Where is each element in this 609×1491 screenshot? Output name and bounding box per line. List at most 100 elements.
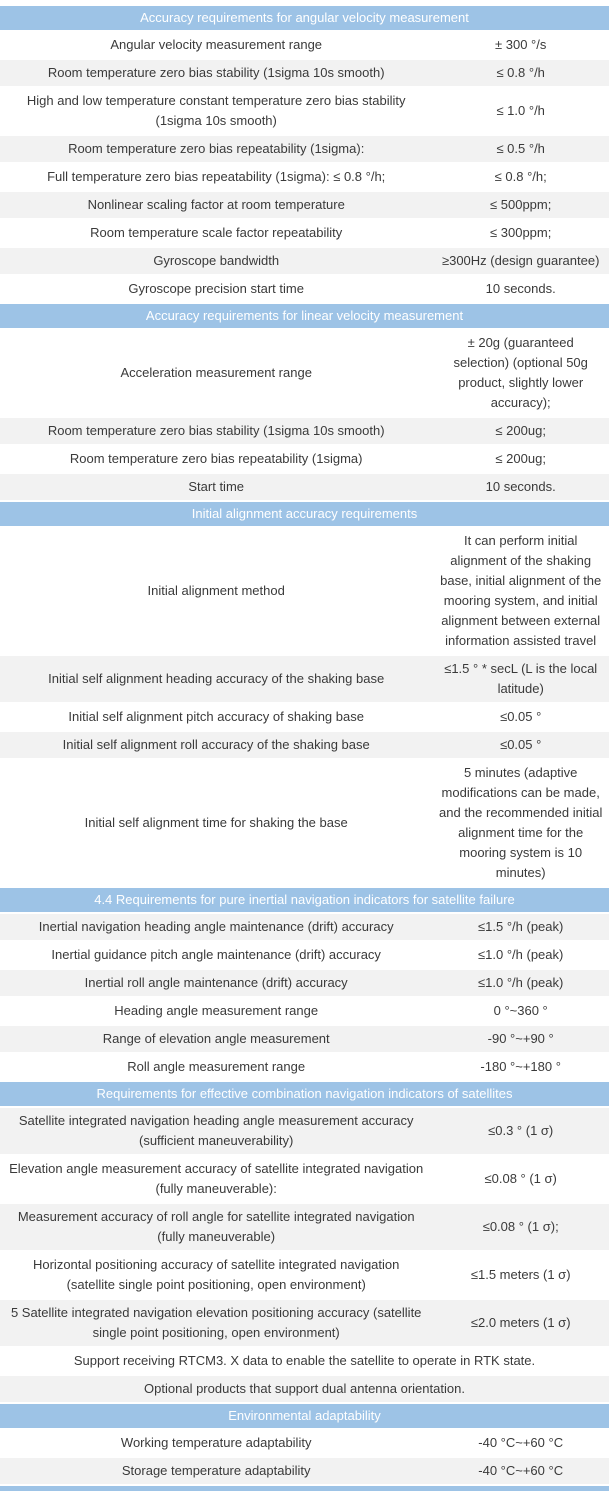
spec-parameter-label: Gyroscope precision start time: [0, 276, 433, 302]
spec-requirement-value: 10 seconds.: [432, 474, 609, 500]
table-row: Initial self alignment time for shaking …: [0, 760, 609, 886]
spec-requirement-value: 10 seconds.: [432, 276, 609, 302]
table-row: Satellite integrated navigation heading …: [0, 1108, 609, 1154]
spec-parameter-label: Angular velocity measurement range: [0, 32, 433, 58]
spec-requirement-value: 5 minutes (adaptive modifications can be…: [432, 760, 609, 886]
spec-parameter-label: 5 Satellite integrated navigation elevat…: [0, 1300, 433, 1346]
spec-parameter-label: Measurement accuracy of roll angle for s…: [0, 1204, 433, 1250]
spec-requirement-value: ≤ 0.8 °/h: [432, 60, 609, 86]
spec-parameter-label: Gyroscope bandwidth: [0, 248, 433, 274]
spec-note: Optional products that support dual ante…: [0, 1376, 609, 1402]
spec-requirement-value: ≥300Hz (design guarantee): [432, 248, 609, 274]
cutoff-section-header-bar: [0, 1486, 609, 1491]
section-header-title: Requirements for effective combination n…: [0, 1082, 609, 1106]
spec-parameter-label: Acceleration measurement range: [0, 330, 433, 416]
section-header-title: 4.4 Requirements for pure inertial navig…: [0, 888, 609, 912]
spec-parameter-label: Room temperature zero bias repeatability…: [0, 446, 433, 472]
spec-requirement-value: 0 °~360 °: [432, 998, 609, 1024]
table-row: Initial self alignment heading accuracy …: [0, 656, 609, 702]
table-row: Acceleration measurement range ± 20g (gua…: [0, 330, 609, 416]
table-row: Room temperature scale factor repeatabil…: [0, 220, 609, 246]
spec-parameter-label: Room temperature zero bias stability (1s…: [0, 60, 433, 86]
spec-parameter-label: Full temperature zero bias repeatability…: [0, 164, 433, 190]
spec-requirement-value: ≤0.08 ° (1 σ);: [432, 1204, 609, 1250]
table-row: Working temperature adaptability -40 °C~+…: [0, 1430, 609, 1456]
spec-parameter-label: Inertial navigation heading angle mainte…: [0, 914, 433, 940]
spec-parameter-label: Initial self alignment pitch accuracy of…: [0, 704, 433, 730]
table-row: Full temperature zero bias repeatability…: [0, 164, 609, 190]
spec-requirement-value: -40 °C~+60 °C: [432, 1458, 609, 1484]
spec-parameter-label: Heading angle measurement range: [0, 998, 433, 1024]
section-header-title: Accuracy requirements for linear velocit…: [0, 304, 609, 328]
table-row: Support receiving RTCM3. X data to enabl…: [0, 1348, 609, 1374]
table-row: Measurement accuracy of roll angle for s…: [0, 1204, 609, 1250]
spec-requirement-value: ≤ 200ug;: [432, 446, 609, 472]
spec-requirement-value: ± 300 °/s: [432, 32, 609, 58]
spec-requirement-value: ≤0.05 °: [432, 732, 609, 758]
section-header-title: Initial alignment accuracy requirements: [0, 502, 609, 526]
section-row-5: Environmental adaptability: [0, 1404, 609, 1428]
spec-parameter-label: Room temperature zero bias stability (1s…: [0, 418, 433, 444]
table-row: Optional products that support dual ante…: [0, 1376, 609, 1402]
spec-note: Support receiving RTCM3. X data to enabl…: [0, 1348, 609, 1374]
spec-requirement-value: ≤ 200ug;: [432, 418, 609, 444]
table-row: Storage temperature adaptability -40 °C~+…: [0, 1458, 609, 1484]
table-row: Angular velocity measurement range ± 300 …: [0, 32, 609, 58]
table-row: Initial alignment method It can perform i…: [0, 528, 609, 654]
spec-parameter-label: Initial self alignment heading accuracy …: [0, 656, 433, 702]
spec-parameter-label: Inertial roll angle maintenance (drift) …: [0, 970, 433, 996]
spec-parameter-label: Room temperature zero bias repeatability…: [0, 136, 433, 162]
spec-requirement-value: ≤ 300ppm;: [432, 220, 609, 246]
spec-parameter-label: Start time: [0, 474, 433, 500]
table-row: 5 Satellite integrated navigation elevat…: [0, 1300, 609, 1346]
section-row-1: Accuracy requirements for linear velocit…: [0, 304, 609, 328]
spec-requirement-value: ± 20g (guaranteed selection) (optional 5…: [432, 330, 609, 416]
spec-requirement-value: ≤ 0.5 °/h: [432, 136, 609, 162]
spec-parameter-label: Room temperature scale factor repeatabil…: [0, 220, 433, 246]
table-row: Heading angle measurement range 0 °~360 °: [0, 998, 609, 1024]
table-row: High and low temperature constant temper…: [0, 88, 609, 134]
spec-parameter-label: Satellite integrated navigation heading …: [0, 1108, 433, 1154]
table-row: Room temperature zero bias stability (1s…: [0, 60, 609, 86]
section-header-title: Environmental adaptability: [0, 1404, 609, 1428]
spec-parameter-label: Range of elevation angle measurement: [0, 1026, 433, 1052]
spec-requirement-value: ≤1.5 meters (1 σ): [432, 1252, 609, 1298]
section-row-2: Initial alignment accuracy requirements: [0, 502, 609, 526]
section-row-4: Requirements for effective combination n…: [0, 1082, 609, 1106]
spec-parameter-label: Initial self alignment roll accuracy of …: [0, 732, 433, 758]
spec-parameter-label: Horizontal positioning accuracy of satel…: [0, 1252, 433, 1298]
spec-parameter-label: Storage temperature adaptability: [0, 1458, 433, 1484]
spec-parameter-label: Initial alignment method: [0, 528, 433, 654]
table-row: Nonlinear scaling factor at room tempera…: [0, 192, 609, 218]
table-row: Range of elevation angle measurement -90 …: [0, 1026, 609, 1052]
spec-requirement-value: It can perform initial alignment of the …: [432, 528, 609, 654]
table-row: Inertial navigation heading angle mainte…: [0, 914, 609, 940]
table-row: Gyroscope bandwidth ≥300Hz (design guaran…: [0, 248, 609, 274]
spec-parameter-label: Initial self alignment time for shaking …: [0, 760, 433, 886]
spec-parameter-label: Elevation angle measurement accuracy of …: [0, 1156, 433, 1202]
table-row: Gyroscope precision start time 10 seconds…: [0, 276, 609, 302]
section-row-0: Accuracy requirements for angular veloci…: [0, 6, 609, 30]
spec-requirement-value: ≤0.3 ° (1 σ): [432, 1108, 609, 1154]
spec-requirement-value: -180 °~+180 °: [432, 1054, 609, 1080]
spec-parameter-label: Working temperature adaptability: [0, 1430, 433, 1456]
table-row: Horizontal positioning accuracy of satel…: [0, 1252, 609, 1298]
spec-parameter-label: Inertial guidance pitch angle maintenanc…: [0, 942, 433, 968]
table-row: Room temperature zero bias stability (1s…: [0, 418, 609, 444]
spec-requirement-value: ≤1.5 ° * secL (L is the local latitude): [432, 656, 609, 702]
spec-parameter-label: Nonlinear scaling factor at room tempera…: [0, 192, 433, 218]
spec-parameter-label: Roll angle measurement range: [0, 1054, 433, 1080]
table-row: Start time 10 seconds.: [0, 474, 609, 500]
section-row-3: 4.4 Requirements for pure inertial navig…: [0, 888, 609, 912]
spec-requirement-value: ≤1.5 °/h (peak): [432, 914, 609, 940]
spec-requirement-value: -40 °C~+60 °C: [432, 1430, 609, 1456]
spec-requirement-value: ≤1.0 °/h (peak): [432, 970, 609, 996]
spec-parameter-label: High and low temperature constant temper…: [0, 88, 433, 134]
table-row: Elevation angle measurement accuracy of …: [0, 1156, 609, 1202]
table-row: Initial self alignment roll accuracy of …: [0, 732, 609, 758]
spec-requirement-value: ≤2.0 meters (1 σ): [432, 1300, 609, 1346]
table-row: Roll angle measurement range -180 °~+180 …: [0, 1054, 609, 1080]
spec-table: Accuracy requirements for angular veloci…: [0, 4, 609, 1486]
spec-requirement-value: ≤1.0 °/h (peak): [432, 942, 609, 968]
